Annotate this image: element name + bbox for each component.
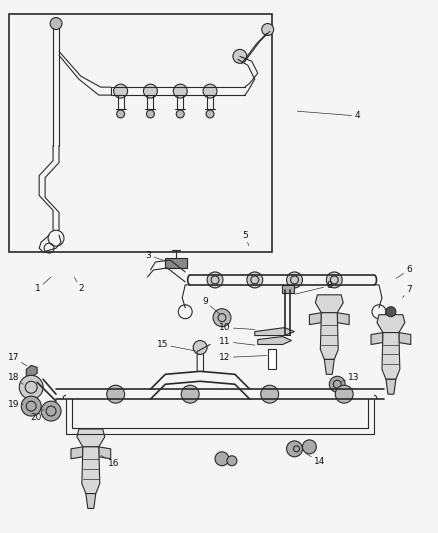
Circle shape	[286, 441, 303, 457]
Circle shape	[107, 385, 124, 403]
Text: 2: 2	[74, 277, 84, 293]
Polygon shape	[386, 379, 396, 394]
Text: 3: 3	[145, 251, 166, 261]
Polygon shape	[324, 359, 334, 374]
Text: 5: 5	[242, 231, 249, 246]
Polygon shape	[82, 447, 100, 494]
Circle shape	[215, 452, 229, 466]
Circle shape	[335, 385, 353, 403]
Circle shape	[144, 84, 157, 98]
Bar	[268, 350, 276, 369]
Polygon shape	[371, 333, 383, 344]
Circle shape	[117, 110, 124, 118]
Bar	[282, 285, 293, 293]
Text: 10: 10	[219, 323, 255, 332]
Circle shape	[303, 440, 316, 454]
Text: 18: 18	[7, 373, 23, 384]
Text: 11: 11	[219, 337, 255, 346]
Circle shape	[207, 272, 223, 288]
Circle shape	[326, 272, 342, 288]
Circle shape	[247, 272, 263, 288]
Circle shape	[227, 456, 237, 466]
Text: 9: 9	[202, 297, 220, 314]
Polygon shape	[258, 336, 292, 344]
Circle shape	[213, 309, 231, 327]
Circle shape	[261, 385, 279, 403]
Circle shape	[41, 401, 61, 421]
Text: 1: 1	[35, 277, 51, 293]
Bar	[165, 258, 187, 268]
Circle shape	[173, 84, 187, 98]
Polygon shape	[77, 429, 105, 447]
Circle shape	[262, 23, 274, 36]
Text: 16: 16	[101, 455, 120, 469]
Circle shape	[19, 375, 43, 399]
Text: 14: 14	[306, 453, 325, 466]
Polygon shape	[309, 313, 321, 325]
Circle shape	[286, 272, 303, 288]
Polygon shape	[86, 494, 96, 508]
Text: 12: 12	[219, 353, 267, 362]
Polygon shape	[399, 333, 411, 344]
Circle shape	[206, 110, 214, 118]
Text: 17: 17	[7, 353, 27, 366]
Text: 20: 20	[31, 409, 44, 422]
Polygon shape	[320, 313, 338, 359]
Polygon shape	[99, 447, 111, 459]
Polygon shape	[315, 295, 343, 313]
Circle shape	[176, 110, 184, 118]
Circle shape	[114, 84, 127, 98]
Bar	[9, 14, 272, 252]
Circle shape	[203, 84, 217, 98]
Polygon shape	[377, 314, 405, 333]
Text: 4: 4	[297, 111, 360, 120]
Circle shape	[386, 307, 396, 317]
Circle shape	[181, 385, 199, 403]
Polygon shape	[255, 328, 294, 336]
Polygon shape	[71, 447, 83, 459]
Polygon shape	[337, 313, 349, 325]
Polygon shape	[382, 333, 400, 379]
Circle shape	[193, 341, 207, 354]
Circle shape	[50, 18, 62, 29]
Text: 19: 19	[7, 400, 23, 409]
Circle shape	[21, 396, 41, 416]
Polygon shape	[26, 365, 37, 377]
Circle shape	[146, 110, 155, 118]
Text: 8: 8	[295, 281, 332, 294]
Text: 7: 7	[403, 285, 412, 297]
Circle shape	[329, 376, 345, 392]
Text: 15: 15	[157, 340, 195, 351]
Circle shape	[233, 50, 247, 63]
Text: 13: 13	[342, 373, 360, 382]
Text: 6: 6	[396, 265, 412, 278]
